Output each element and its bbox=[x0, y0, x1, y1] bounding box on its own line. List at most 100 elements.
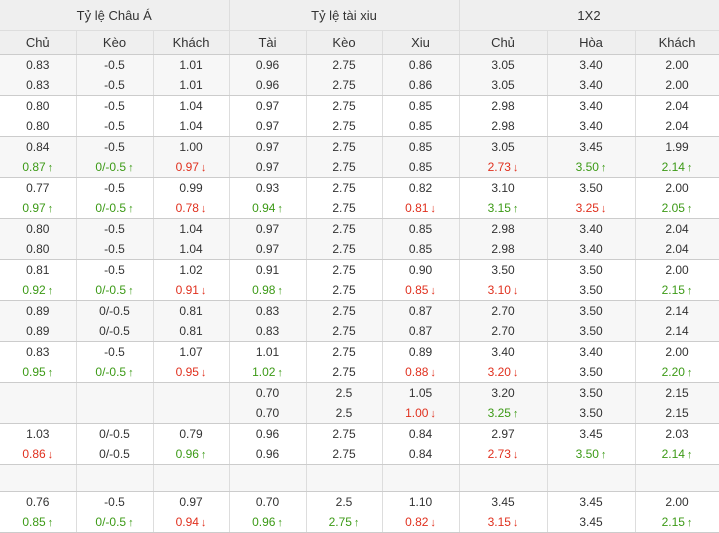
odds-cell: 0.83 bbox=[0, 341, 77, 362]
odds-cell: 0.85 bbox=[382, 136, 460, 157]
odds-value: 3.10 bbox=[487, 283, 511, 297]
odds-value: 0.97 bbox=[179, 495, 203, 509]
odds-cell: 2.00 bbox=[635, 75, 719, 96]
odds-cell: 0.97 ↓ bbox=[153, 157, 230, 178]
odds-cell: 2.75 ↑ bbox=[306, 512, 383, 533]
empty-row bbox=[0, 464, 719, 492]
odds-value: 2.75 bbox=[332, 304, 356, 318]
odds-value: 2.75 bbox=[332, 58, 356, 72]
odds-value: 0/-0.5 bbox=[99, 427, 130, 441]
odds-cell: -0.5 bbox=[76, 218, 154, 239]
odds-value: 3.50 bbox=[579, 365, 603, 379]
odds-value: 3.40 bbox=[579, 78, 603, 92]
odds-cell: 0.85 ↓ bbox=[382, 280, 460, 301]
odds-value: 0.84 bbox=[408, 447, 433, 461]
odds-value: 0.80 bbox=[26, 242, 50, 256]
arrow-up-icon: ↑ bbox=[686, 285, 693, 297]
odds-cell: 3.50 bbox=[547, 362, 636, 383]
odds-cell: 0.85 bbox=[382, 116, 460, 137]
arrow-down-icon: ↓ bbox=[200, 203, 207, 215]
odds-value: 2.00 bbox=[665, 78, 689, 92]
odds-cell: 3.05 bbox=[459, 54, 548, 75]
odds-value: 0.79 bbox=[179, 427, 203, 441]
odds-value: -0.5 bbox=[104, 119, 125, 133]
odds-value: 0.81 bbox=[405, 201, 429, 215]
odds-value: 0.85 bbox=[408, 99, 433, 113]
odds-value: 0.95 bbox=[22, 365, 46, 379]
odds-cell: 2.14 ↑ bbox=[635, 157, 719, 178]
odds-cell: 2.00 bbox=[635, 54, 719, 75]
odds-cell: -0.5 bbox=[76, 177, 154, 198]
odds-cell: 1.04 bbox=[153, 239, 230, 260]
odds-value: 3.20 bbox=[491, 386, 515, 400]
odds-cell: 2.75 bbox=[306, 177, 383, 198]
arrow-down-icon: ↓ bbox=[430, 408, 436, 420]
group-over-under: Tỷ lệ tài xiu bbox=[229, 0, 460, 31]
arrow-down-icon: ↓ bbox=[430, 517, 436, 529]
odds-cell: 0.84 bbox=[0, 136, 77, 157]
arrow-up-icon: ↑ bbox=[128, 203, 134, 215]
arrow-down-icon: ↓ bbox=[512, 162, 519, 174]
odds-cell: 0.98 ↑ bbox=[229, 280, 307, 301]
odds-value: 0.86 bbox=[408, 78, 433, 92]
odds-value: 2.14 bbox=[661, 447, 685, 461]
col-under: Xiu bbox=[382, 30, 460, 55]
arrow-up-icon: ↑ bbox=[128, 162, 134, 174]
empty-cell bbox=[229, 464, 307, 492]
odds-value: 0.94 bbox=[175, 515, 199, 529]
odds-cell bbox=[0, 403, 77, 424]
odds-value: 3.05 bbox=[491, 140, 515, 154]
odds-value: 0.80 bbox=[26, 222, 50, 236]
odds-cell: 0.96 ↑ bbox=[229, 512, 307, 533]
odds-value: 2.75 bbox=[332, 324, 356, 338]
odds-value: 0.91 bbox=[175, 283, 199, 297]
odds-cell: 3.50 ↑ bbox=[547, 157, 636, 178]
odds-cell: 0.91 bbox=[229, 259, 307, 280]
odds-cell: 0.97 bbox=[229, 95, 307, 116]
odds-value: 2.14 bbox=[661, 160, 685, 174]
odds-value: 2.15 bbox=[661, 515, 685, 529]
odds-cell: 1.05 bbox=[382, 382, 460, 403]
odds-cell: 2.14 bbox=[635, 300, 719, 321]
odds-value: -0.5 bbox=[104, 99, 125, 113]
odds-cell: 2.73 ↓ bbox=[459, 444, 548, 465]
odds-value: 2.75 bbox=[332, 222, 356, 236]
odds-value: 0.96 bbox=[252, 515, 276, 529]
odds-value: 2.98 bbox=[491, 119, 515, 133]
arrow-down-icon: ↓ bbox=[200, 162, 207, 174]
odds-value: 3.15 bbox=[487, 515, 511, 529]
odds-value: 0.91 bbox=[255, 263, 280, 277]
odds-cell: 0.80 bbox=[0, 95, 77, 116]
odds-cell: 2.00 bbox=[635, 491, 719, 512]
odds-row-opening: 0.77 -0.5 0.99 0.93 2.75 0.82 3.10 3.50 2.00 bbox=[0, 177, 719, 198]
arrow-up-icon: ↑ bbox=[47, 203, 54, 215]
odds-cell: 0/-0.5 bbox=[76, 444, 154, 465]
arrow-up-icon: ↑ bbox=[128, 517, 134, 529]
col-line: Kèo bbox=[306, 30, 383, 55]
odds-value: -0.5 bbox=[104, 263, 125, 277]
odds-row-current: 0.70 2.5 1.00 ↓ 3.25 ↑ 3.50 2.15 bbox=[0, 403, 719, 424]
odds-cell: 2.98 bbox=[459, 218, 548, 239]
odds-value: 1.01 bbox=[179, 58, 203, 72]
odds-cell: 2.75 bbox=[306, 75, 383, 96]
odds-value: 3.25 bbox=[487, 406, 511, 420]
odds-cell: 1.10 bbox=[382, 491, 460, 512]
odds-row-current: 0.97 ↑ 0/-0.5 ↑ 0.78 ↓ 0.94 ↑ 2.75 0.81 ↓ 3.15 ↑ 3.25… bbox=[0, 198, 719, 219]
odds-value: 3.40 bbox=[491, 345, 515, 359]
odds-value: 2.75 bbox=[332, 263, 356, 277]
odds-cell: 1.04 bbox=[153, 116, 230, 137]
odds-cell: 0.81 bbox=[0, 259, 77, 280]
odds-value: 3.15 bbox=[487, 201, 511, 215]
odds-value: -0.5 bbox=[104, 242, 125, 256]
odds-value: 1.05 bbox=[408, 386, 433, 400]
odds-value: 0.85 bbox=[408, 160, 433, 174]
odds-value: 1.04 bbox=[179, 99, 203, 113]
odds-cell: 2.04 bbox=[635, 95, 719, 116]
odds-cell: 0.82 bbox=[382, 177, 460, 198]
odds-cell: 2.75 bbox=[306, 136, 383, 157]
odds-value: 0.70 bbox=[255, 495, 280, 509]
odds-cell: 3.50 bbox=[459, 259, 548, 280]
odds-value: 2.75 bbox=[332, 140, 356, 154]
odds-cell: 0.86 ↓ bbox=[0, 444, 77, 465]
odds-cell: 0.90 bbox=[382, 259, 460, 280]
